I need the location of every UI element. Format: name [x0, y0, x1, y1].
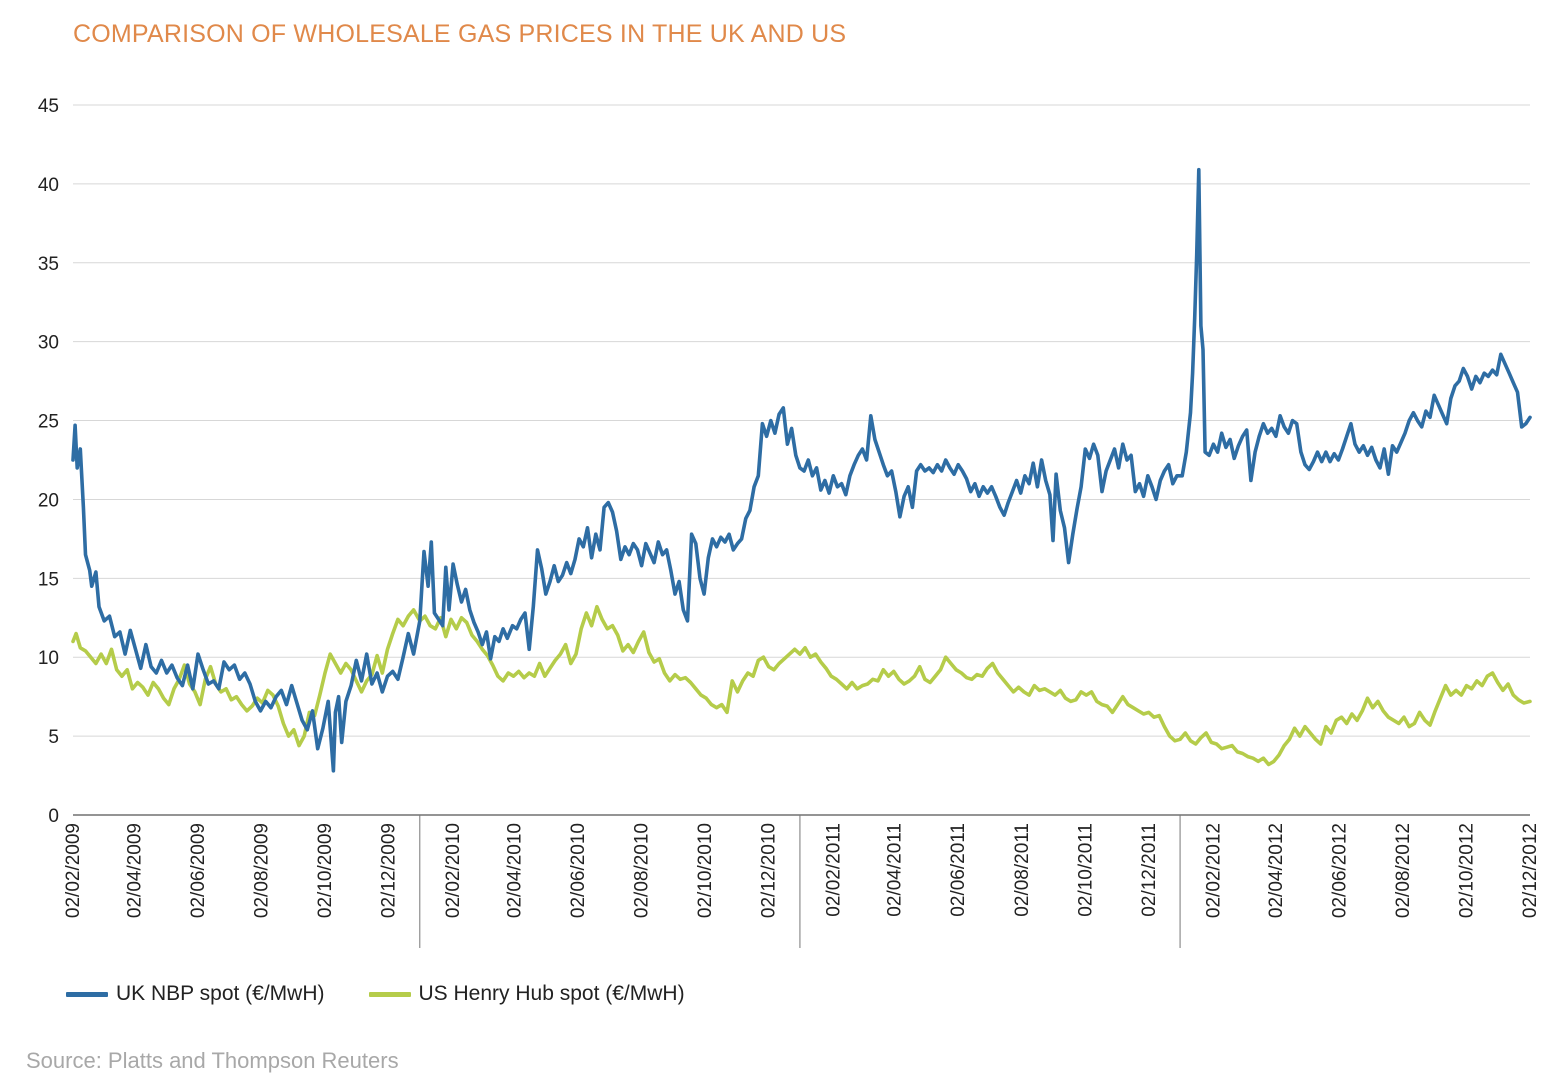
x-tick-label: 02/02/2009 — [63, 823, 84, 918]
y-tick-label: 35 — [38, 254, 59, 275]
x-tick-label: 02/10/2010 — [695, 823, 716, 918]
gridlines — [73, 104, 1530, 816]
x-tick-label: 02/02/2012 — [1203, 823, 1224, 918]
y-tick-label: 0 — [48, 806, 59, 827]
x-tick-label: 02/04/2011 — [885, 823, 906, 917]
y-tick-label: 45 — [38, 96, 59, 117]
x-axis: 02/02/2009 02/04/2009 02/06/2009 02/08/2009… — [63, 815, 1541, 948]
y-axis-ticks: 0 5 10 15 20 25 30 35 40 45 — [38, 96, 59, 827]
y-tick-label: 5 — [48, 727, 59, 748]
x-tick-label: 02/08/2009 — [252, 823, 273, 918]
x-tick-label: 02/08/2010 — [632, 823, 653, 918]
x-tick-label: 02/06/2010 — [568, 823, 589, 918]
x-tick-label: 02/06/2011 — [948, 823, 969, 917]
chart-title: COMPARISON OF WHOLESALE GAS PRICES IN TH… — [73, 20, 847, 48]
legend-label-us-henry-hub: US Henry Hub spot (€/MwH) — [418, 982, 685, 1005]
x-tick-label: 02/02/2010 — [443, 823, 464, 918]
y-tick-label: 25 — [38, 412, 59, 433]
x-tick-label: 02/04/2010 — [505, 823, 526, 918]
x-tick-label: 02/12/2010 — [759, 823, 780, 918]
x-tick-label: 02/10/2009 — [315, 823, 336, 918]
y-tick-label: 40 — [38, 175, 59, 196]
y-tick-label: 20 — [38, 490, 59, 511]
x-tick-label: 02/02/2011 — [823, 823, 844, 917]
legend-swatch-uk-nbp — [66, 991, 108, 997]
x-tick-label: 02/12/2009 — [379, 823, 400, 918]
y-tick-label: 30 — [38, 333, 59, 354]
legend-item-uk-nbp: UK NBP spot (€/MwH) — [66, 982, 325, 1006]
series-lines — [71, 167, 1532, 773]
legend-label-uk-nbp: UK NBP spot (€/MwH) — [116, 982, 325, 1005]
x-tick-label: 02/06/2012 — [1329, 823, 1350, 918]
series-line-uk-nbp — [71, 167, 1532, 773]
x-tick-label: 02/12/2012 — [1520, 823, 1541, 918]
y-tick-label: 10 — [38, 648, 59, 669]
x-tick-label: 02/08/2012 — [1393, 823, 1414, 918]
y-tick-label: 15 — [38, 569, 59, 590]
x-tick-label: 02/10/2012 — [1456, 823, 1477, 918]
legend: UK NBP spot (€/MwH) US Henry Hub spot (€… — [66, 982, 729, 1006]
legend-item-us-henry-hub: US Henry Hub spot (€/MwH) — [368, 982, 685, 1006]
x-tick-label: 02/10/2011 — [1075, 823, 1096, 917]
x-tick-label: 02/12/2011 — [1139, 823, 1160, 917]
x-tick-label: 02/06/2009 — [188, 823, 209, 918]
legend-swatch-us-henry-hub — [368, 991, 411, 997]
x-tick-label: 02/04/2009 — [124, 823, 145, 918]
x-tick-label: 02/04/2012 — [1266, 823, 1287, 918]
x-tick-label: 02/08/2011 — [1012, 823, 1033, 917]
source-note: Source: Platts and Thompson Reuters — [26, 1048, 399, 1073]
